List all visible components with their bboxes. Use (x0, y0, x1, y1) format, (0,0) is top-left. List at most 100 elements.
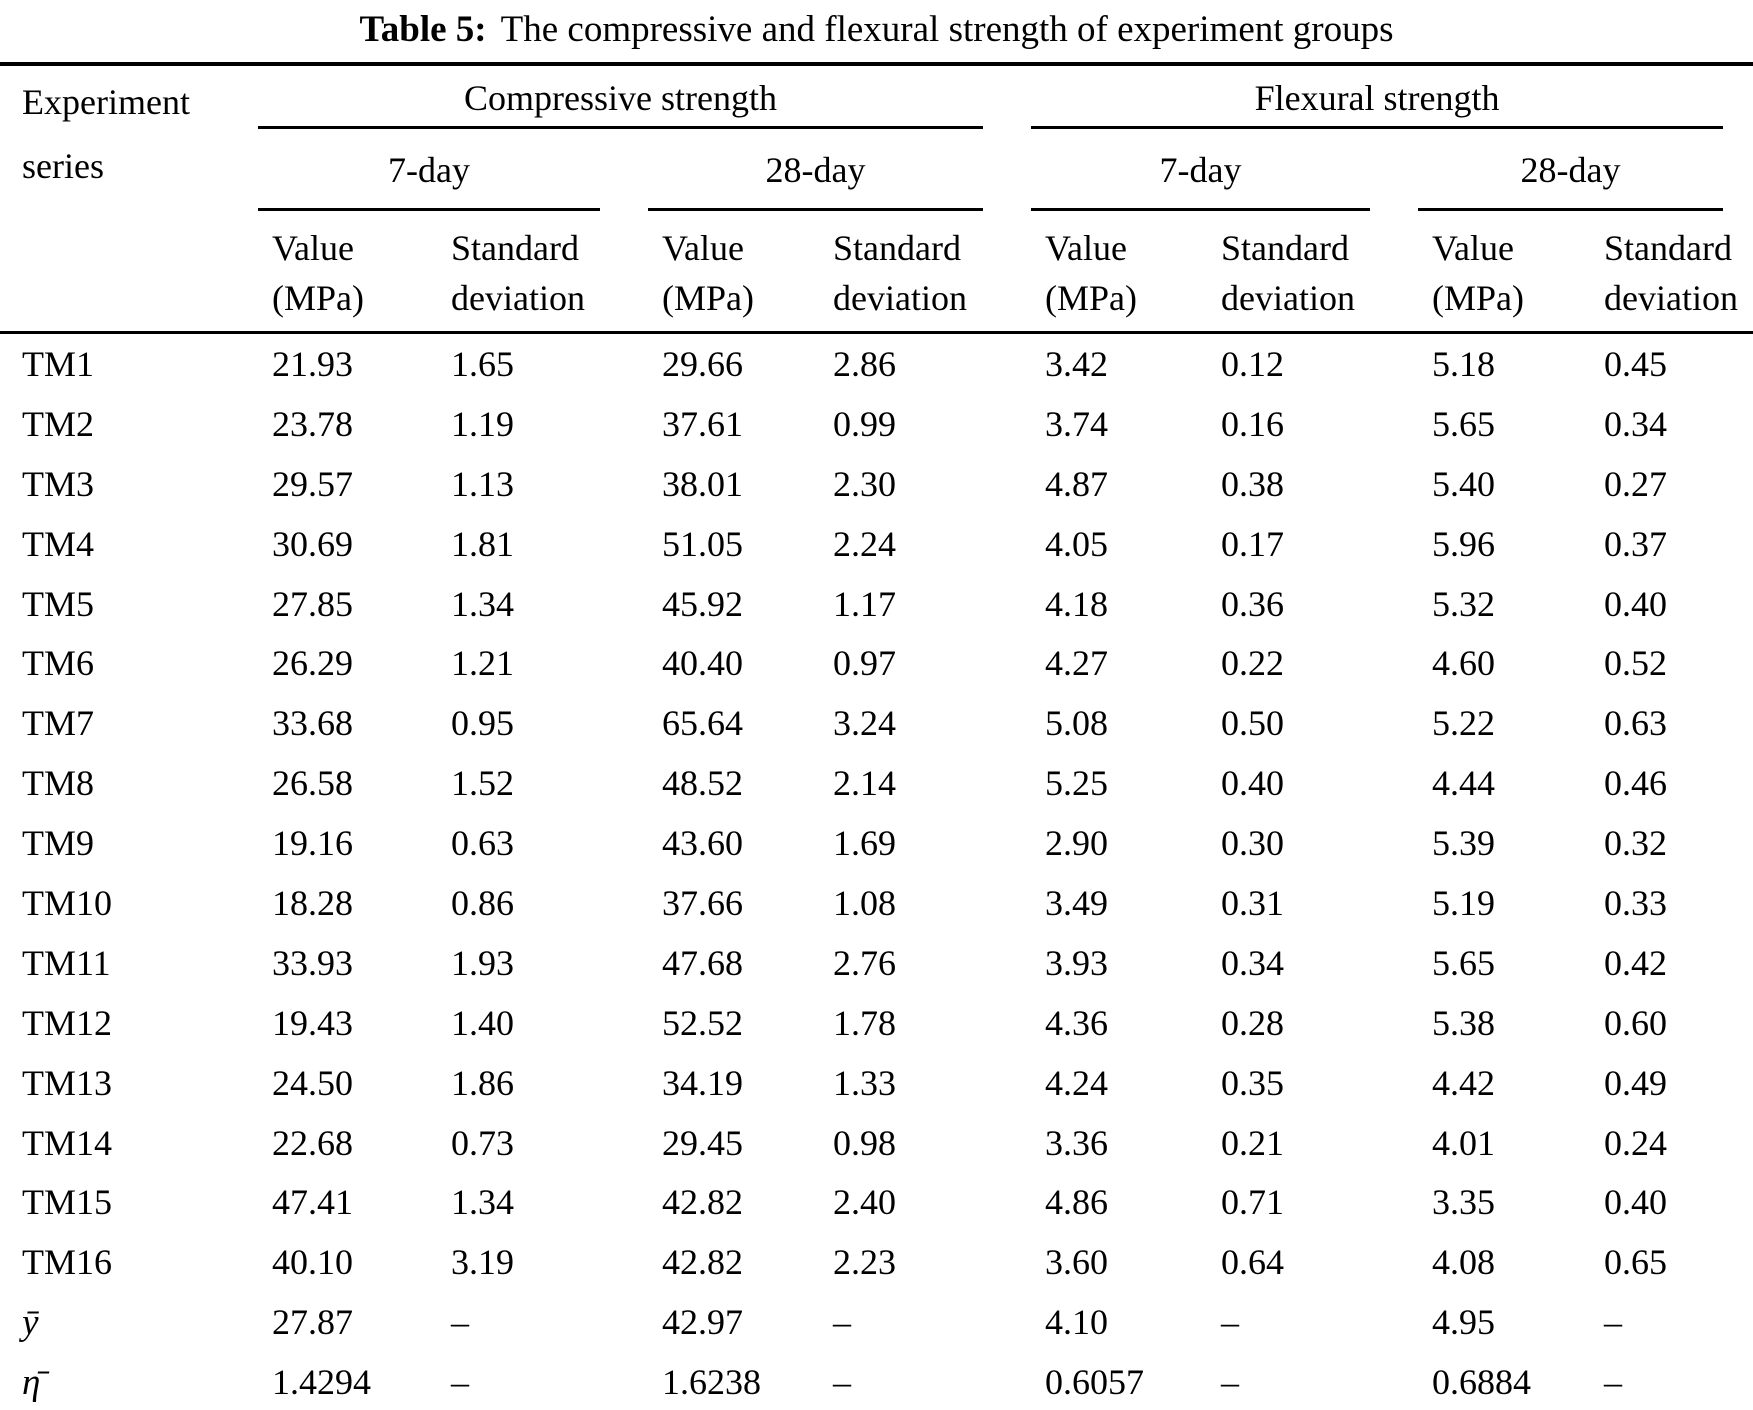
table-row: TM9 19.16 0.63 43.60 1.69 2.90 0.30 5.39 0.32 (0, 813, 1753, 873)
cell: 5.25 (1045, 763, 1109, 804)
cell: 0.16 (1221, 403, 1285, 444)
row-label: TM10 (22, 882, 112, 923)
cell: 0.12 (1221, 343, 1285, 384)
cell: 0.65 (1604, 1242, 1668, 1283)
cell: 26.29 (272, 643, 353, 684)
cell: 42.82 (662, 1242, 743, 1283)
cell: 5.40 (1432, 463, 1496, 504)
cell: 4.27 (1045, 643, 1109, 684)
cell: 0.49 (1604, 1062, 1668, 1103)
cell: 23.78 (272, 403, 353, 444)
cell: 4.87 (1045, 463, 1109, 504)
cell: 0.21 (1221, 1122, 1285, 1163)
cell: 1.21 (451, 643, 514, 684)
cell: 19.43 (272, 1002, 353, 1043)
cell: 0.40 (1604, 1182, 1668, 1223)
cell: 0.36 (1221, 583, 1285, 624)
group-header-flexural: Flexural strength (1031, 64, 1753, 129)
row-label: TM16 (22, 1242, 112, 1283)
column-header-value: Value (MPa) (1031, 211, 1208, 334)
cell: 4.10 (1045, 1302, 1109, 1343)
cell: 3.19 (451, 1242, 514, 1283)
cell: 2.40 (833, 1182, 896, 1223)
row-label: TM5 (22, 583, 94, 624)
cell: 1.13 (451, 463, 514, 504)
cell: 26.58 (272, 763, 353, 804)
cell: – (1221, 1302, 1240, 1343)
column-header-value: Value (MPa) (1418, 211, 1591, 334)
cell: 0.33 (1604, 882, 1668, 923)
cell: 0.17 (1221, 523, 1285, 564)
cell: 3.49 (1045, 882, 1109, 923)
row-label: TM3 (22, 463, 94, 504)
cell: 47.41 (272, 1182, 353, 1223)
cell: 3.93 (1045, 942, 1109, 983)
cell: 0.63 (1604, 703, 1668, 744)
cell: 4.44 (1432, 763, 1496, 804)
cell: 40.10 (272, 1242, 353, 1283)
column-header-value: Value (MPa) (648, 211, 819, 334)
corner-header-line1: Experiment (22, 82, 190, 122)
cell: 0.27 (1604, 463, 1668, 504)
cell: 4.18 (1045, 583, 1109, 624)
cell: 0.45 (1604, 343, 1668, 384)
cell: 2.76 (833, 942, 896, 983)
cell: 0.73 (451, 1122, 514, 1163)
cell: 5.19 (1432, 882, 1496, 923)
table-row: η̄ 1.4294 – 1.6238 – 0.6057 – 0.6884 – (0, 1352, 1753, 1410)
cell: 3.74 (1045, 403, 1109, 444)
cell: 5.32 (1432, 583, 1496, 624)
cell: 4.08 (1432, 1242, 1496, 1283)
table-row: TM5 27.85 1.34 45.92 1.17 4.18 0.36 5.32 0.40 (0, 574, 1753, 634)
table-row: TM6 26.29 1.21 40.40 0.97 4.27 0.22 4.60 0.52 (0, 633, 1753, 693)
cell: 0.34 (1221, 942, 1285, 983)
cell: 27.85 (272, 583, 353, 624)
cell: 1.65 (451, 343, 514, 384)
header-row-measures: Value (MPa) Standard deviation Value (MP… (0, 211, 1753, 334)
cell: 0.99 (833, 403, 896, 444)
caption-label: Table 5: (359, 9, 487, 50)
cell: 0.40 (1604, 583, 1668, 624)
cell: 1.34 (451, 583, 514, 624)
cell: 1.19 (451, 403, 514, 444)
cell: – (1604, 1362, 1623, 1403)
cell: 1.34 (451, 1182, 514, 1223)
cell: 37.66 (662, 882, 743, 923)
cell: 52.52 (662, 1002, 743, 1043)
row-label: TM14 (22, 1122, 112, 1163)
cell: 21.93 (272, 343, 353, 384)
cell: 2.90 (1045, 823, 1109, 864)
cell: 0.40 (1221, 763, 1285, 804)
cell: 4.01 (1432, 1122, 1496, 1163)
cell: 0.35 (1221, 1062, 1285, 1103)
table-row: TM13 24.50 1.86 34.19 1.33 4.24 0.35 4.42 0.49 (0, 1053, 1753, 1113)
cell: 4.95 (1432, 1302, 1496, 1343)
cell: – (451, 1362, 469, 1403)
cell: 2.24 (833, 523, 896, 564)
cell: 4.24 (1045, 1062, 1109, 1103)
row-label: TM12 (22, 1002, 112, 1043)
cell: 3.35 (1432, 1182, 1496, 1223)
table-row: TM15 47.41 1.34 42.82 2.40 4.86 0.71 3.35 0.40 (0, 1172, 1753, 1232)
row-label: TM7 (22, 703, 94, 744)
cell: 1.6238 (662, 1362, 761, 1403)
table-caption: Table 5: The compressive and flexural str… (0, 0, 1753, 62)
row-label: TM13 (22, 1062, 112, 1103)
cell: 4.05 (1045, 523, 1109, 564)
header-row-groups: Experiment series Compressive strength F… (0, 64, 1753, 334)
table-row: TM11 33.93 1.93 47.68 2.76 3.93 0.34 5.65 0.42 (0, 933, 1753, 993)
cell: 0.37 (1604, 523, 1668, 564)
cell: 1.86 (451, 1062, 514, 1103)
cell: 1.69 (833, 823, 896, 864)
cell: 1.81 (451, 523, 514, 564)
cell: 1.4294 (272, 1362, 371, 1403)
table-row: TM8 26.58 1.52 48.52 2.14 5.25 0.40 4.44 0.46 (0, 753, 1753, 813)
row-label: TM15 (22, 1182, 112, 1223)
row-label: TM9 (22, 823, 94, 864)
column-header-sd: Standard deviation (1590, 211, 1753, 334)
cell: 2.30 (833, 463, 896, 504)
cell: 5.65 (1432, 403, 1496, 444)
cell: 2.14 (833, 763, 896, 804)
cell: 3.36 (1045, 1122, 1109, 1163)
